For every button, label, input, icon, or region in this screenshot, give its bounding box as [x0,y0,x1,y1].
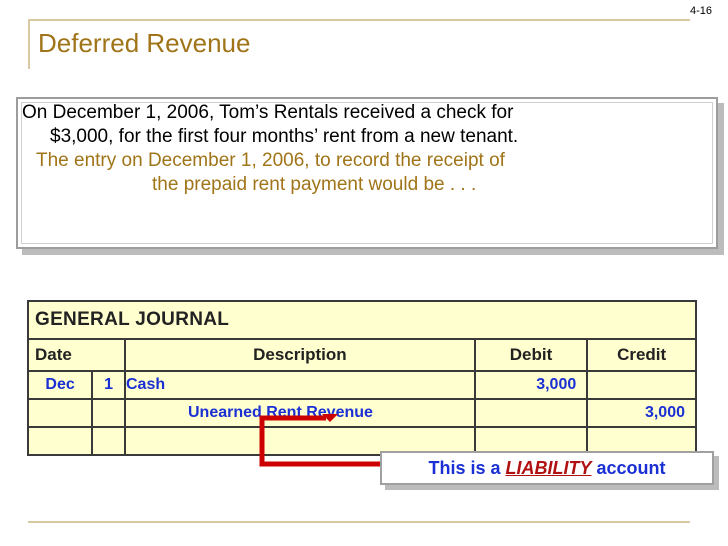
header-description: Description [123,338,476,372]
cell-credit [586,370,697,400]
body-line-1: On December 1, 2006, Tom’s Rentals recei… [22,102,514,123]
cell-month: Dec [26,370,94,400]
header-credit: Credit [586,338,697,372]
journal-header-row: Date Description Debit Credit [27,338,697,372]
callout-emphasis: LIABILITY [505,458,592,478]
cell-month [26,426,94,456]
footer-rule [28,521,690,523]
slide-number: 4-16 [690,5,713,17]
cell-description: Cash [123,370,476,400]
header-date: Date [27,338,126,372]
body-line-3: The entry on December 1, 2006, to record… [36,150,505,171]
body-line-2: $3,000, for the first four months’ rent … [50,126,519,147]
slide-title: Deferred Revenue [38,28,251,58]
table-row: Dec 1 Cash 3,000 [26,370,697,400]
table-row: Unearned Rent Revenue 3,000 [26,398,697,428]
cell-month [26,398,94,428]
journal-title: GENERAL JOURNAL [27,300,697,340]
header-vertical-rule [28,19,30,69]
callout-suffix: account [596,458,666,478]
body-text: On December 1, 2006, Tom’s Rentals recei… [22,101,712,197]
header-debit: Debit [473,338,589,372]
cell-day [91,426,126,456]
liability-callout: This is a LIABILITY account [380,451,714,485]
text-box [16,97,718,249]
cell-debit: 3,000 [473,370,589,400]
header-rule [28,19,690,21]
cell-credit: 3,000 [586,398,697,428]
cell-day: 1 [91,370,126,400]
cell-day [91,398,126,428]
cell-debit [473,398,589,428]
body-line-4: the prepaid rent payment would be . . . [152,174,477,195]
callout-prefix: This is a [428,458,501,478]
